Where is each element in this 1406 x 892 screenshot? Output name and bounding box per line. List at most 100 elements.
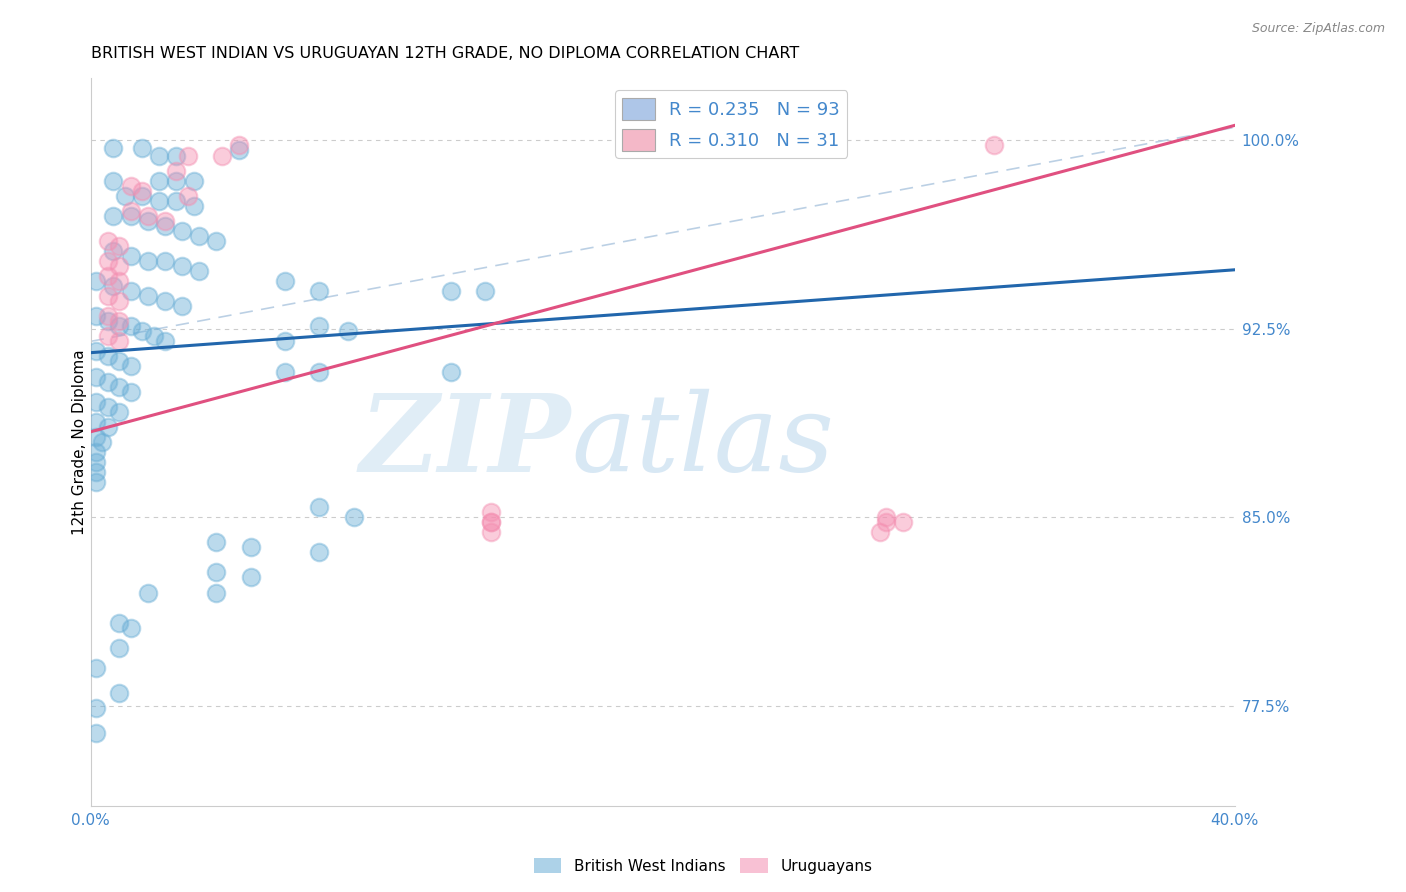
Point: [103, 141, 125, 155]
Point: [479, 515, 502, 529]
Point: [136, 209, 159, 223]
Point: [188, 264, 211, 278]
Point: [108, 319, 131, 334]
Point: [308, 500, 330, 515]
Point: [108, 405, 131, 419]
Point: [148, 174, 170, 188]
Point: [205, 234, 228, 248]
Point: [97, 254, 120, 268]
Point: [97, 268, 120, 283]
Point: [474, 284, 496, 298]
Point: [274, 274, 297, 288]
Point: [177, 188, 200, 202]
Point: [869, 525, 891, 540]
Point: [108, 615, 131, 630]
Text: atlas: atlas: [571, 389, 834, 494]
Point: [165, 194, 187, 208]
Point: [103, 174, 125, 188]
Text: ZIP: ZIP: [360, 389, 571, 495]
Point: [120, 384, 142, 399]
Point: [479, 525, 502, 540]
Point: [120, 178, 142, 193]
Point: [131, 188, 153, 202]
Point: [108, 274, 131, 288]
Point: [188, 228, 211, 243]
Point: [165, 148, 187, 162]
Point: [97, 310, 120, 324]
Point: [274, 334, 297, 349]
Point: [103, 244, 125, 258]
Point: [153, 254, 176, 268]
Legend: R = 0.235   N = 93, R = 0.310   N = 31: R = 0.235 N = 93, R = 0.310 N = 31: [616, 90, 848, 158]
Point: [108, 334, 131, 349]
Point: [136, 254, 159, 268]
Point: [86, 726, 108, 740]
Point: [86, 475, 108, 489]
Point: [228, 144, 250, 158]
Point: [97, 234, 120, 248]
Point: [153, 219, 176, 233]
Point: [136, 585, 159, 599]
Point: [205, 566, 228, 580]
Point: [108, 239, 131, 253]
Point: [183, 174, 205, 188]
Point: [86, 430, 108, 444]
Point: [875, 515, 897, 529]
Point: [142, 329, 165, 343]
Point: [108, 354, 131, 368]
Point: [86, 310, 108, 324]
Point: [308, 319, 330, 334]
Point: [86, 455, 108, 469]
Y-axis label: 12th Grade, No Diploma: 12th Grade, No Diploma: [72, 349, 87, 534]
Point: [479, 505, 502, 519]
Point: [86, 445, 108, 459]
Point: [114, 188, 136, 202]
Point: [108, 294, 131, 309]
Point: [131, 324, 153, 338]
Point: [86, 394, 108, 409]
Point: [205, 585, 228, 599]
Point: [165, 174, 187, 188]
Point: [97, 329, 120, 343]
Point: [136, 289, 159, 303]
Point: [205, 535, 228, 549]
Point: [440, 284, 463, 298]
Point: [153, 214, 176, 228]
Point: [103, 279, 125, 293]
Point: [308, 545, 330, 559]
Point: [440, 364, 463, 378]
Point: [337, 324, 360, 338]
Point: [343, 510, 366, 524]
Point: [875, 510, 897, 524]
Point: [108, 259, 131, 273]
Point: [211, 148, 233, 162]
Point: [120, 203, 142, 218]
Point: [108, 686, 131, 700]
Point: [165, 163, 187, 178]
Point: [86, 701, 108, 715]
Point: [183, 199, 205, 213]
Point: [97, 375, 120, 389]
Point: [308, 284, 330, 298]
Text: Source: ZipAtlas.com: Source: ZipAtlas.com: [1251, 22, 1385, 36]
Point: [108, 379, 131, 393]
Point: [97, 350, 120, 364]
Point: [479, 515, 502, 529]
Point: [172, 299, 194, 313]
Point: [983, 138, 1005, 153]
Point: [274, 364, 297, 378]
Point: [86, 344, 108, 359]
Point: [86, 465, 108, 479]
Point: [153, 294, 176, 309]
Point: [91, 434, 114, 449]
Point: [86, 274, 108, 288]
Point: [86, 661, 108, 675]
Point: [86, 369, 108, 384]
Point: [239, 570, 262, 584]
Point: [153, 334, 176, 349]
Point: [120, 284, 142, 298]
Point: [239, 541, 262, 555]
Point: [97, 400, 120, 414]
Point: [108, 314, 131, 328]
Point: [148, 194, 170, 208]
